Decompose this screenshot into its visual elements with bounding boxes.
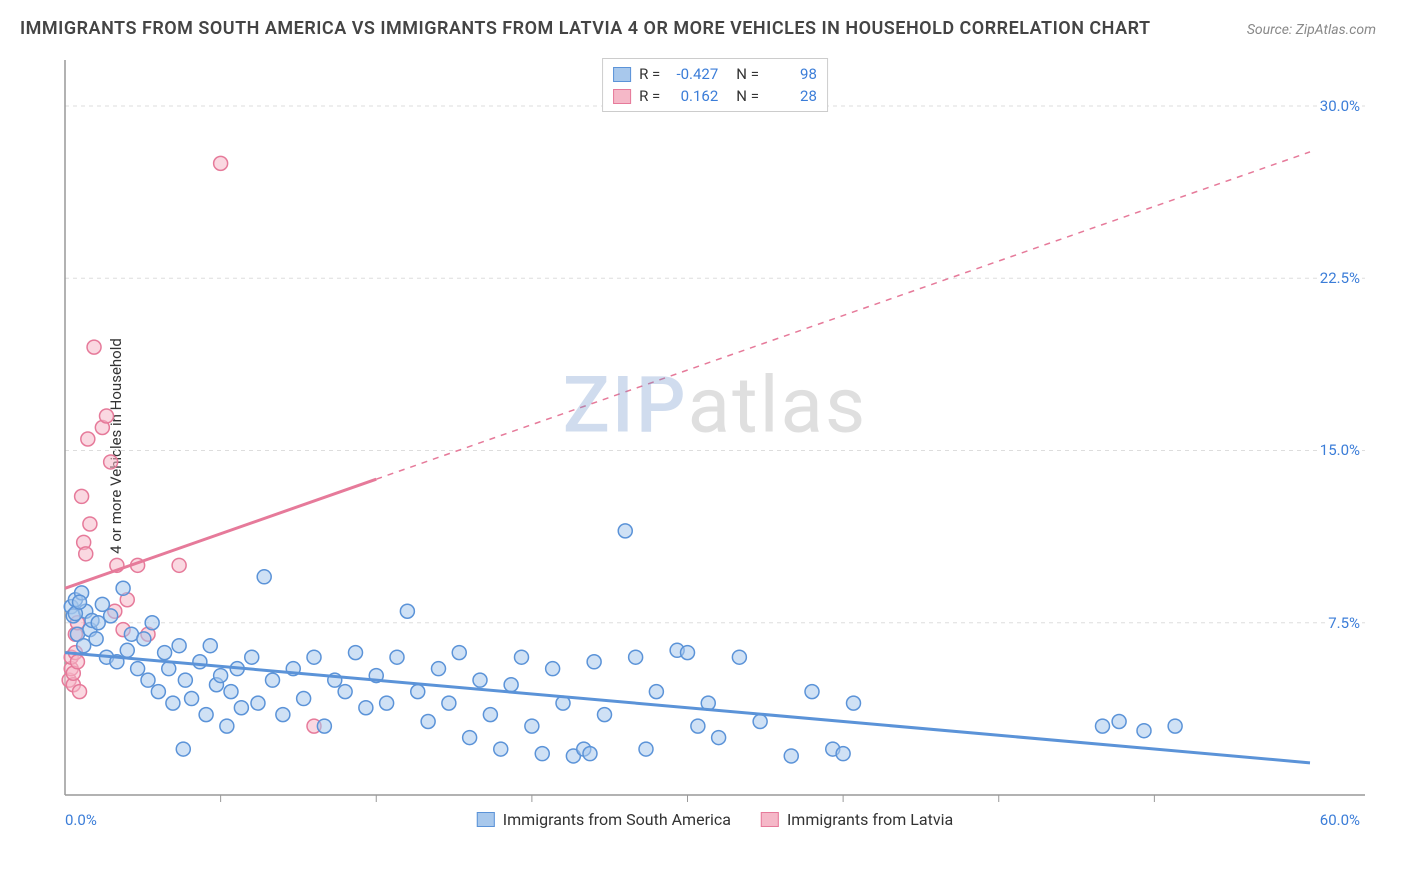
chart-title: IMMIGRANTS FROM SOUTH AMERICA VS IMMIGRA… — [20, 18, 1151, 39]
swatch-icon — [613, 89, 631, 104]
legend-row-series-1: R = -0.427 N = 98 — [613, 63, 817, 85]
x-tick-label: 0.0% — [65, 811, 97, 829]
legend-item-series-2: Immigrants from Latvia — [761, 810, 953, 829]
correlation-legend: R = -0.427 N = 98 R = 0.162 N = 28 — [602, 58, 828, 112]
y-tick-label: 15.0% — [1318, 441, 1362, 459]
series-legend: Immigrants from South America Immigrants… — [477, 810, 953, 829]
swatch-icon — [613, 67, 631, 82]
legend-row-series-2: R = 0.162 N = 28 — [613, 85, 817, 107]
chart-canvas — [60, 55, 1370, 835]
x-tick-label: 60.0% — [1320, 811, 1360, 829]
swatch-icon — [477, 812, 495, 827]
source-attribution: Source: ZipAtlas.com — [1247, 22, 1376, 38]
plot-area: ZIPatlas R = -0.427 N = 98 R = 0.162 N =… — [60, 55, 1370, 835]
swatch-icon — [761, 812, 779, 827]
y-tick-label: 30.0% — [1318, 97, 1362, 115]
legend-item-series-1: Immigrants from South America — [477, 810, 731, 829]
y-tick-label: 22.5% — [1318, 269, 1362, 287]
y-tick-label: 7.5% — [1326, 614, 1362, 632]
